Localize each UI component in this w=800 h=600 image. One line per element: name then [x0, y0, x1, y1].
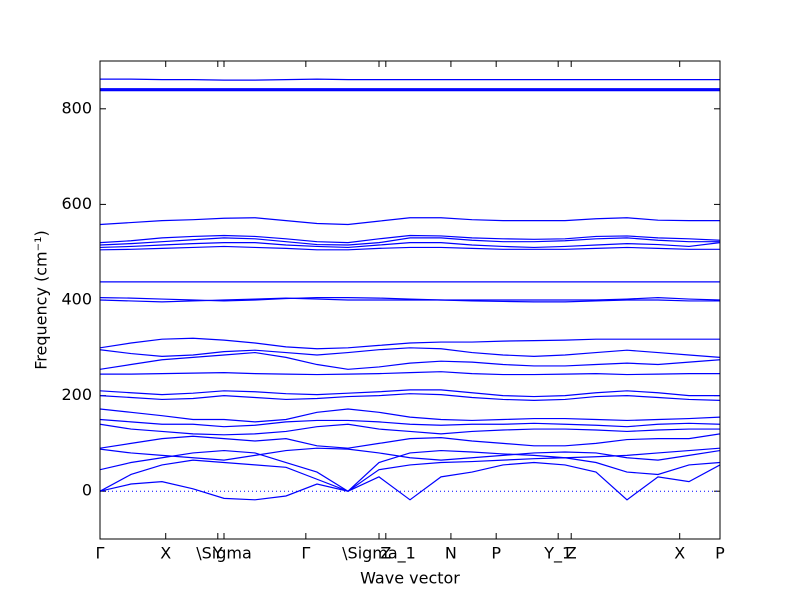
- x-tick-label: \Sigma_1: [342, 544, 416, 564]
- band: [100, 461, 720, 501]
- x-tick-label: Y_1: [543, 544, 572, 564]
- x-tick-label: X: [160, 544, 171, 563]
- band: [100, 423, 720, 436]
- y-tick-label: 600: [61, 194, 92, 213]
- band: [100, 408, 720, 423]
- x-tick-label: Y: [212, 544, 223, 563]
- y-tick-label: 400: [61, 290, 92, 309]
- band: [100, 351, 720, 370]
- y-axis-label: Frequency (cm⁻¹): [32, 230, 51, 369]
- band: [100, 217, 720, 226]
- x-tick-label: Γ: [301, 544, 310, 563]
- y-tick-label: 0: [82, 481, 92, 500]
- x-tick-label: Z: [380, 544, 391, 563]
- plot-frame: [99, 60, 721, 540]
- x-tick-label: Γ: [96, 544, 105, 563]
- band: [100, 371, 720, 376]
- x-tick-label: P: [715, 544, 725, 563]
- band: [100, 347, 720, 358]
- band: [100, 447, 720, 492]
- band: [100, 78, 720, 81]
- x-tick-label: Z: [566, 544, 577, 563]
- band: [100, 393, 720, 401]
- band: [100, 237, 720, 246]
- band: [100, 297, 720, 303]
- x-tick-label: \Sigma: [196, 544, 252, 563]
- x-tick-label: N: [445, 544, 457, 563]
- x-tick-label: P: [491, 544, 501, 563]
- y-tick-label: 200: [61, 385, 92, 404]
- x-axis-label: Wave vector: [360, 569, 460, 588]
- band: [100, 234, 720, 244]
- y-tick-label: 800: [61, 98, 92, 117]
- band: [100, 245, 720, 251]
- band: [100, 433, 720, 449]
- band: [100, 457, 720, 492]
- x-tick-label: X: [674, 544, 685, 563]
- band: [100, 418, 720, 428]
- band: [100, 242, 720, 249]
- band: [100, 337, 720, 350]
- band: [100, 389, 720, 398]
